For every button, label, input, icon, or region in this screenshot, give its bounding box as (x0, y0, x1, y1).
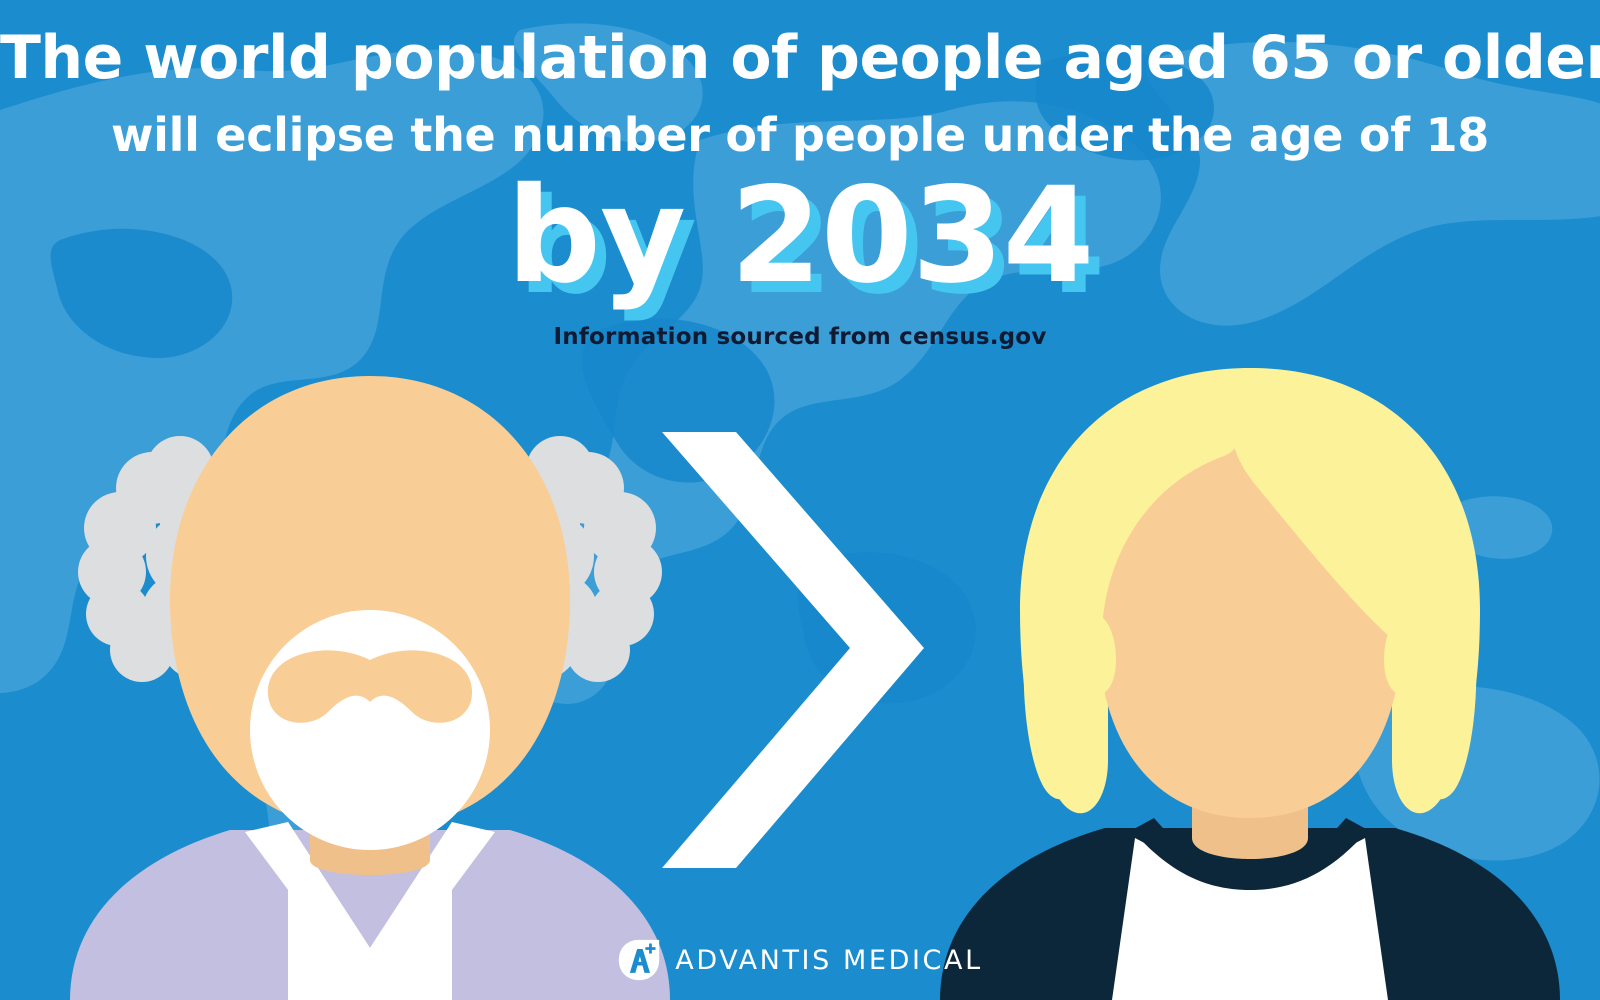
ear-tuft-right (1384, 612, 1419, 695)
tee-collar (1132, 818, 1368, 890)
sidelock-left (1023, 600, 1080, 800)
elderly-man-figure (70, 376, 670, 1000)
cardigan (70, 830, 670, 1000)
chevron-shape (662, 432, 924, 868)
beard (250, 610, 490, 850)
hair-fringe-right (1232, 380, 1478, 672)
shirt-front (288, 822, 452, 1000)
tee-body (1112, 838, 1388, 1000)
logo-letter-a (630, 949, 651, 973)
greater-than-chevron-icon (662, 432, 924, 868)
advantis-shield-a-plus-logo-icon (619, 939, 660, 981)
logo-plus-horizontal (645, 947, 656, 950)
brand-wordmark: ADVANTIS MEDICAL (675, 944, 983, 976)
young-person-figure (940, 368, 1560, 1000)
ear-tuft-left (1081, 612, 1116, 695)
brand-logo[interactable]: ADVANTIS MEDICAL (0, 938, 1600, 982)
logo-shield (619, 939, 660, 981)
sidelock-right (1420, 600, 1477, 800)
mustache-negative-space (267, 650, 473, 723)
logo-a-crossbar (636, 961, 646, 966)
